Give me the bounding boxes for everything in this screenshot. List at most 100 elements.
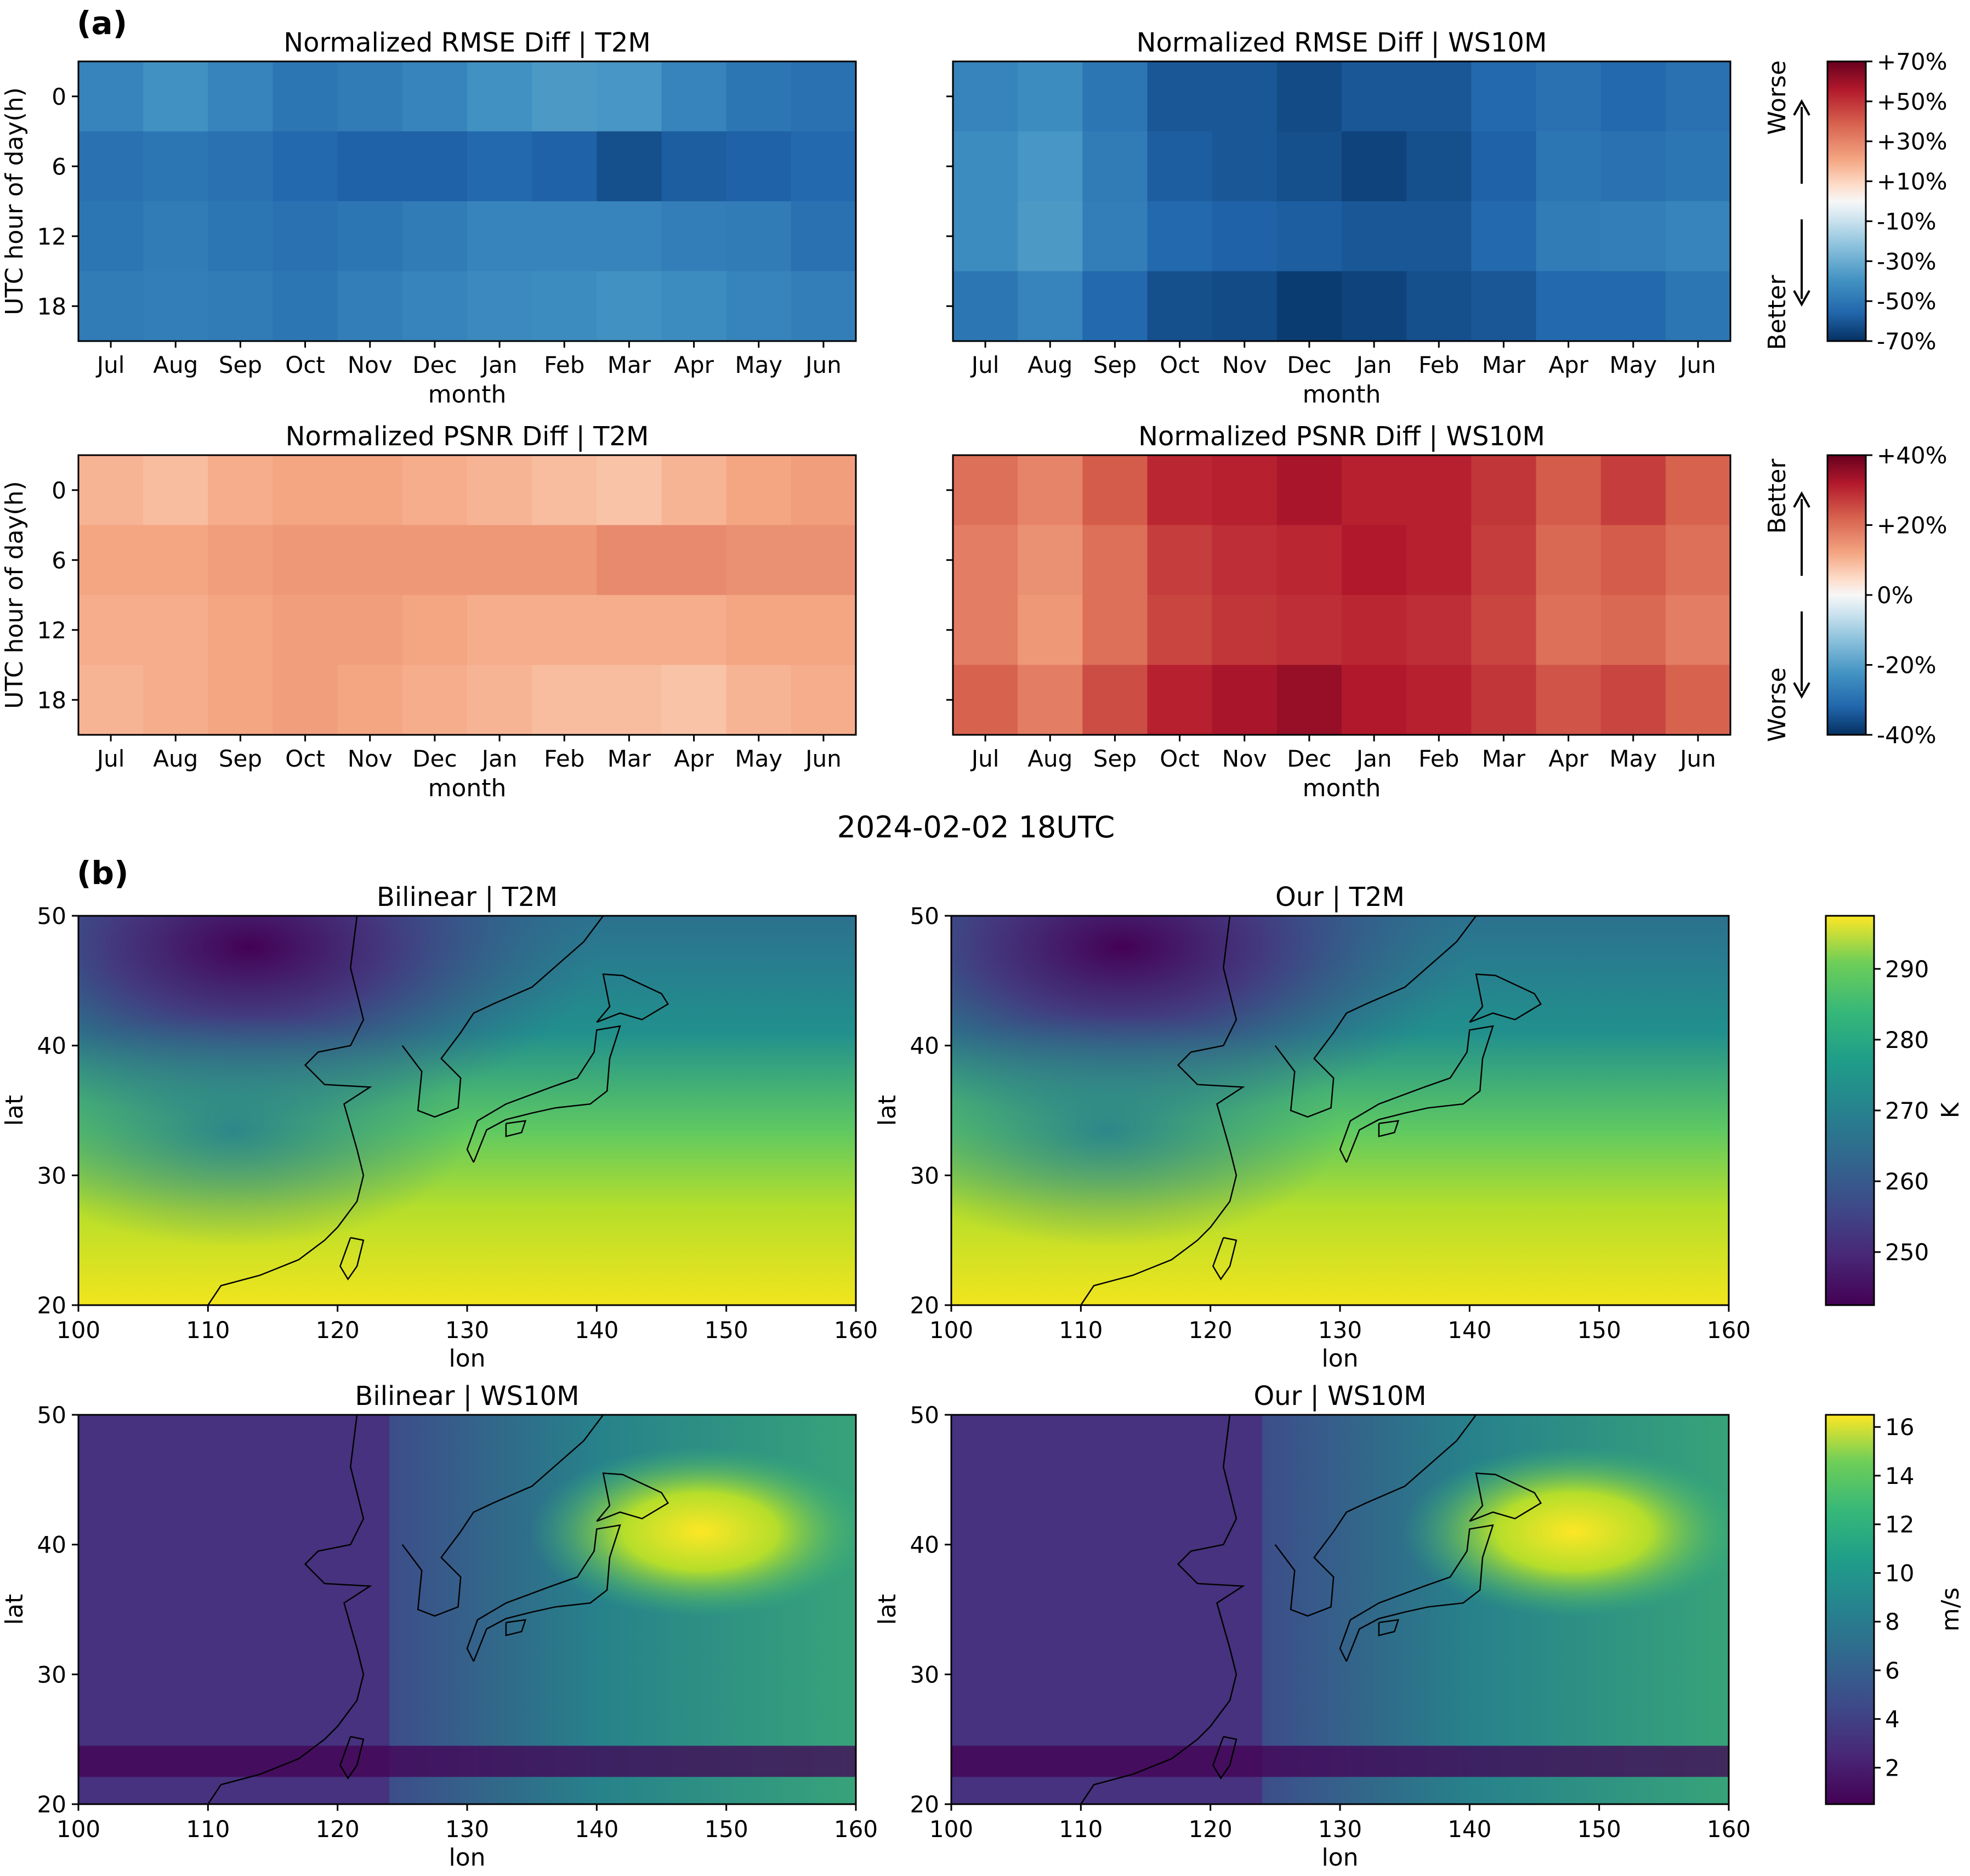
y-axis-label: lat (1, 1594, 29, 1625)
heatmap-cell (1212, 61, 1278, 132)
x-tick-label: 140 (575, 1317, 618, 1344)
x-tick-label: Mar (608, 352, 651, 378)
heatmap-cell (1082, 665, 1148, 735)
heatmap-cell (532, 131, 597, 202)
t2m-colorbar-label: K (1937, 1102, 1965, 1118)
map-title: Our | WS10M (1253, 1381, 1426, 1412)
x-tick-label: Mar (608, 745, 651, 772)
heatmap-cell (791, 271, 856, 342)
rmse-up-arrow-icon (1793, 99, 1810, 116)
t2m-colorbar-bar (1825, 915, 1875, 1306)
x-tick-label: Sep (219, 745, 262, 772)
x-tick-label: 120 (1189, 1816, 1233, 1843)
map-title: Bilinear | T2M (377, 882, 558, 913)
x-axis-label: month (1303, 381, 1381, 409)
colorbar-tick-label: +20% (1877, 512, 1948, 539)
x-tick-label: Oct (285, 745, 325, 772)
heatmap-cell (1342, 201, 1407, 272)
coastline (505, 1120, 527, 1137)
heatmap-cell (208, 201, 274, 272)
heatmap-cell (1342, 665, 1407, 735)
coastline (1080, 1415, 1245, 1804)
heatmap-cell (953, 201, 1018, 272)
heatmap-cell (467, 131, 532, 202)
y-tick-label: 18 (37, 293, 66, 320)
heatmap-cell (337, 455, 403, 526)
heatmap-cell (467, 525, 532, 596)
heatmap-cell (1147, 201, 1213, 272)
map-our-ws10m: Our | WS10M 100 110 120 130 140 150 160 50 40 30 20… (873, 1381, 1751, 1872)
y-axis-label: lat (873, 1095, 901, 1126)
heatmap-cell (1212, 595, 1278, 666)
colorbar-tick-label: 260 (1885, 1168, 1929, 1195)
heatmap-cell (1342, 455, 1407, 526)
heatmap-cell (726, 525, 792, 596)
heatmap-cell (402, 271, 468, 342)
x-tick-label: 130 (1318, 1816, 1362, 1843)
panel-a-letter: (a) (77, 4, 127, 42)
colorbar-tick-label: 290 (1885, 956, 1929, 983)
x-tick-label: Sep (1093, 352, 1137, 378)
coastline (466, 1524, 621, 1662)
x-tick-label: Aug (1027, 352, 1072, 378)
x-tick-label: 150 (705, 1816, 748, 1843)
x-tick-label: Jul (970, 352, 1000, 378)
x-tick-label: Jul (95, 745, 125, 772)
x-tick-label: 100 (56, 1816, 100, 1843)
y-tick-label: 40 (910, 1033, 939, 1059)
t2m-colorbar: 290 280 270 260 250 K (1825, 915, 1965, 1306)
heatmap-cell (1018, 595, 1083, 666)
x-tick-label: Nov (348, 352, 393, 378)
colorbar-tick-label: 16 (1885, 1414, 1914, 1441)
y-tick-label: 50 (37, 1402, 66, 1429)
x-tick-label: Jan (480, 745, 518, 772)
heatmap-cell (1276, 525, 1342, 596)
heatmap-cell (467, 61, 532, 132)
colorbar-tick-label: 10 (1885, 1560, 1914, 1586)
colorbar-tick-label: 6 (1885, 1657, 1900, 1684)
heatmap-cell (1342, 595, 1407, 666)
heatmap-cell (532, 595, 597, 666)
heatmap-cell (208, 271, 274, 342)
coastline (1339, 1025, 1494, 1163)
heatmap-cell (661, 201, 727, 272)
x-tick-label: 110 (186, 1816, 230, 1843)
coastline (1274, 916, 1477, 1118)
heatmap-cell (1471, 525, 1537, 596)
colorbar-tick-label: 0% (1877, 582, 1914, 609)
colorbar-tick-label: +70% (1877, 48, 1948, 75)
heatmap-cell (78, 455, 144, 526)
heatmap-frame (952, 454, 1731, 736)
heatmap-cell (1600, 61, 1666, 132)
x-tick-label: Feb (544, 352, 584, 378)
y-tick-label: 6 (52, 153, 66, 180)
coastline (1212, 1736, 1237, 1780)
x-tick-label: Jan (1355, 352, 1392, 378)
x-tick-label: Mar (1482, 352, 1526, 378)
colorbar-tick-label: -30% (1877, 248, 1937, 275)
heatmap-rmse-ws10m: Normalized RMSE Diff | WS10M Jul Aug Sep Oct… (946, 27, 1731, 409)
x-tick-label: 100 (929, 1816, 973, 1843)
heatmap-cell (272, 665, 338, 735)
heatmap-cell (337, 525, 403, 596)
heatmap-cell (597, 455, 662, 526)
heatmap-cell (1018, 665, 1083, 735)
heatmap-cell (1082, 595, 1148, 666)
heatmap-cell (78, 61, 144, 132)
x-tick-label: 130 (1318, 1317, 1362, 1344)
heatmap-cell (337, 131, 403, 202)
x-tick-label: 120 (1189, 1317, 1233, 1344)
coastline (596, 1472, 669, 1522)
heatmap-cell (272, 455, 338, 526)
heatmap-cell (1600, 131, 1666, 202)
heatmap-cell (791, 455, 856, 526)
heatmap-cell (532, 525, 597, 596)
x-tick-label: Feb (1418, 352, 1459, 378)
heatmap-cell (661, 595, 727, 666)
x-tick-label: 140 (1447, 1317, 1491, 1344)
x-tick-label: 100 (929, 1317, 973, 1344)
x-axis-label: lon (1321, 1345, 1358, 1373)
heatmap-cell (1276, 595, 1342, 666)
heatmap-cell (1342, 61, 1407, 132)
heatmap-cell (402, 595, 468, 666)
